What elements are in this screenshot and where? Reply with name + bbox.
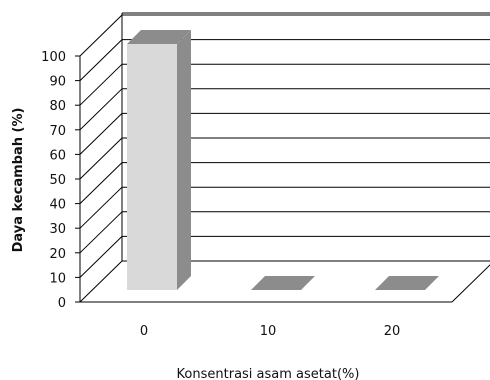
y-axis-label: Daya kecambah (%) [11, 108, 26, 253]
bars [127, 30, 439, 290]
y-tick-label: 20 [49, 247, 66, 262]
x-tick-label: 10 [260, 324, 277, 339]
y-tick-label: 90 [49, 75, 66, 90]
gridline-side [79, 14, 123, 57]
x-axis-label: Konsentrasi asam asetat(%) [177, 367, 360, 380]
y-tick-label: 80 [49, 99, 66, 114]
y-tick-label: 0 [58, 296, 66, 311]
gridline-side [79, 137, 123, 180]
floor-right-edge [451, 264, 490, 303]
y-tick-label: 30 [49, 222, 66, 237]
bar [251, 276, 315, 290]
bar-top-face [127, 30, 191, 44]
x-tick-labels: 0 10 20 [140, 324, 400, 339]
gridline-side [79, 260, 123, 303]
x-tick-label: 20 [384, 324, 401, 339]
y-tick-label: 100 [41, 50, 66, 65]
bar-top-face [375, 276, 439, 290]
y-tick-label: 60 [49, 148, 66, 163]
bar [127, 30, 191, 290]
bar-top-face [251, 276, 315, 290]
gridline-side [79, 211, 123, 254]
x-tick-label: 0 [140, 324, 148, 339]
gridline-side [79, 39, 123, 81]
bar-side-face [177, 30, 191, 290]
gridline-side [79, 186, 123, 229]
y-tick-label: 50 [49, 173, 66, 188]
y-tick-labels: 0 10 20 30 40 50 60 70 80 90 100 [41, 50, 80, 311]
gridline-side [79, 88, 123, 131]
bar [375, 276, 439, 290]
y-tick-label: 40 [49, 198, 66, 213]
gridline-side [79, 63, 123, 106]
gridline-side [79, 113, 123, 155]
chart-walls [79, 12, 490, 303]
gridline-side [79, 162, 123, 204]
gridline-side [79, 236, 123, 278]
y-tick-label: 10 [49, 271, 66, 286]
y-tick-label: 70 [49, 124, 66, 139]
bar-front-face [127, 44, 177, 290]
